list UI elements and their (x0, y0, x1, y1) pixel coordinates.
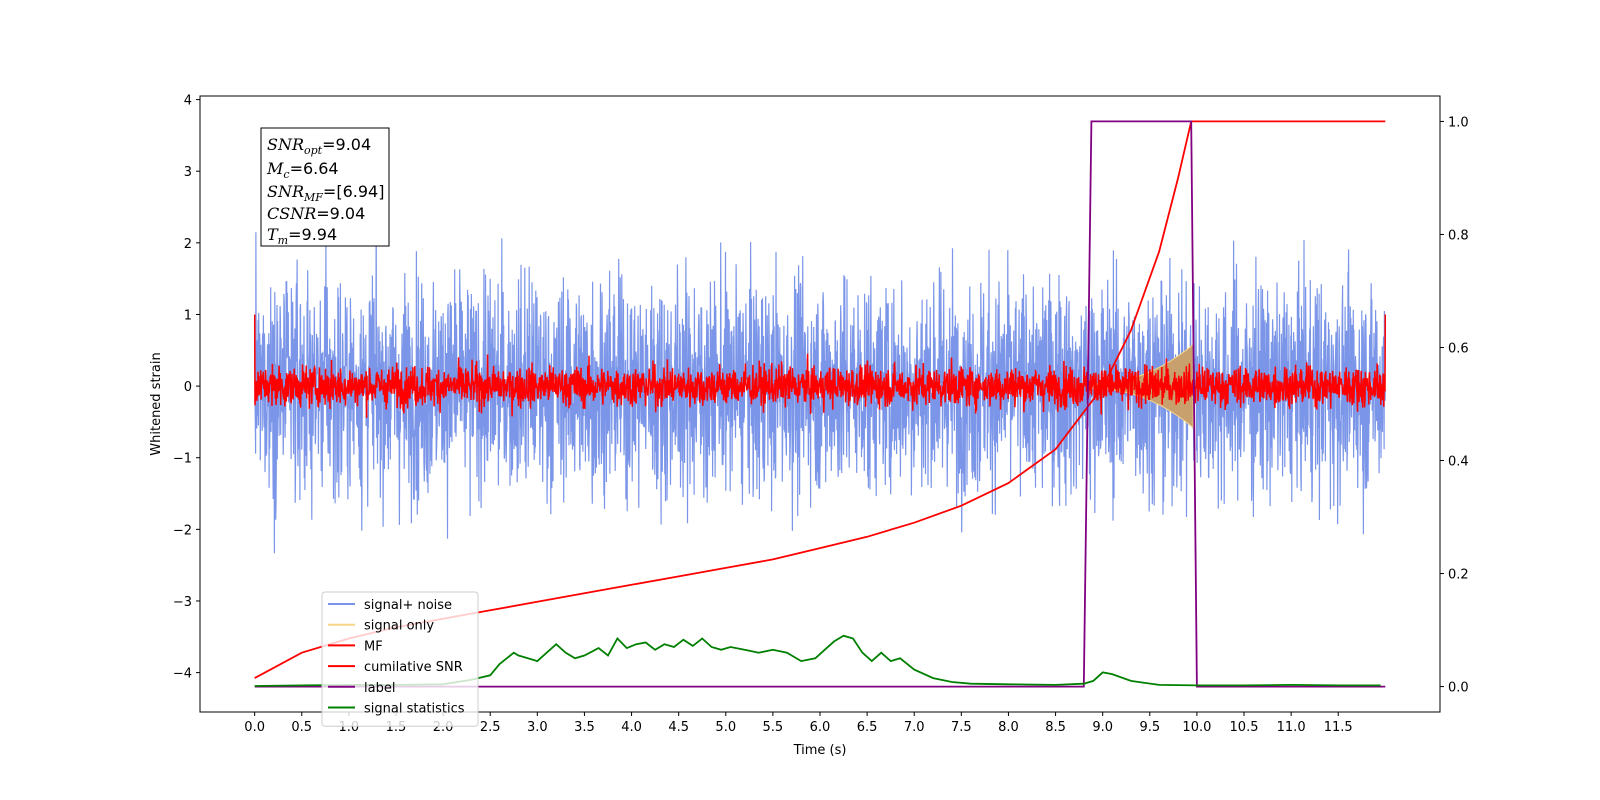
y-tick-label: −2 (173, 523, 192, 538)
x-tick-label: 10.5 (1230, 720, 1259, 735)
legend-entry: cumilative SNR (364, 660, 463, 675)
y-tick-label: 3 (184, 165, 192, 180)
x-tick-label: 4.0 (621, 720, 642, 735)
x-tick-label: 11.0 (1277, 720, 1306, 735)
y-right-tick-label: 0.0 (1448, 681, 1469, 696)
x-tick-label: 5.0 (715, 720, 736, 735)
y-right-tick-label: 0.4 (1448, 455, 1469, 470)
legend-entry: label (364, 681, 395, 696)
series-signal-noise (254, 196, 1386, 554)
x-axis: 0.0 0.5 1.0 1.5 2.0 2.5 3.0 3.5 4.0 4.5 5.0 5.5 6.0 6… (244, 712, 1353, 735)
y-tick-label: 4 (184, 94, 192, 109)
x-tick-label: 6.5 (857, 720, 878, 735)
x-tick-label: 0.0 (244, 720, 265, 735)
y-right-tick-label: 0.8 (1448, 228, 1469, 243)
annotation-snr-mf: SNRMF=[6.94] (267, 182, 384, 204)
y-axis-right: 1.0 0.8 0.6 0.4 0.2 0.0 (1440, 115, 1469, 696)
x-tick-label: 2.5 (480, 720, 501, 735)
annotation-tm: Tm=9.94 (267, 225, 337, 247)
y-axis-left: 4 3 2 1 0 −1 −2 −3 −4 (173, 94, 200, 682)
annotation-box: SNRopt=9.04 Mc=6.64 SNRMF=[6.94] CSNR=9.… (260, 127, 390, 247)
annotation-csnr: CSNR=9.04 (267, 204, 365, 223)
x-tick-label: 0.5 (291, 720, 312, 735)
annotation-mc: Mc=6.64 (266, 159, 339, 181)
x-tick-label: 6.0 (810, 720, 831, 735)
x-tick-label: 8.0 (998, 720, 1019, 735)
y-right-tick-label: 0.6 (1448, 341, 1469, 356)
x-tick-label: 11.5 (1324, 720, 1353, 735)
x-tick-label: 9.5 (1139, 720, 1160, 735)
y-tick-label: 1 (184, 308, 192, 323)
x-axis-label: Time (s) (793, 743, 847, 758)
x-tick-label: 10.0 (1182, 720, 1211, 735)
y-axis-label: Whitened strain (149, 352, 164, 455)
legend: signal+ noise signal only MF cumilative SNR… (321, 591, 479, 727)
x-tick-label: 3.0 (527, 720, 548, 735)
x-tick-label: 4.5 (668, 720, 689, 735)
x-tick-label: 5.5 (763, 720, 784, 735)
legend-frame (321, 591, 479, 727)
x-tick-label: 7.5 (951, 720, 972, 735)
series-mf (253, 314, 1387, 418)
series-signal-statistics (254, 634, 1381, 687)
x-tick-label: 9.0 (1092, 720, 1113, 735)
legend-entry: MF (364, 639, 383, 654)
plot-area (253, 120, 1387, 688)
x-tick-label: 7.0 (904, 720, 925, 735)
y-tick-label: −3 (173, 595, 192, 610)
legend-entry: signal only (364, 619, 434, 634)
y-tick-label: 2 (184, 237, 192, 252)
legend-entry: signal statistics (364, 702, 465, 717)
legend-entry: signal+ noise (364, 598, 452, 613)
y-tick-label: −1 (173, 452, 192, 467)
x-tick-label: 3.5 (574, 720, 595, 735)
y-right-tick-label: 0.2 (1448, 568, 1469, 583)
y-tick-label: 0 (184, 380, 192, 395)
y-right-tick-label: 1.0 (1448, 115, 1469, 130)
y-tick-label: −4 (173, 667, 192, 682)
x-tick-label: 8.5 (1045, 720, 1066, 735)
series-label (254, 120, 1386, 688)
annotation-snr-opt: SNRopt=9.04 (267, 135, 371, 157)
